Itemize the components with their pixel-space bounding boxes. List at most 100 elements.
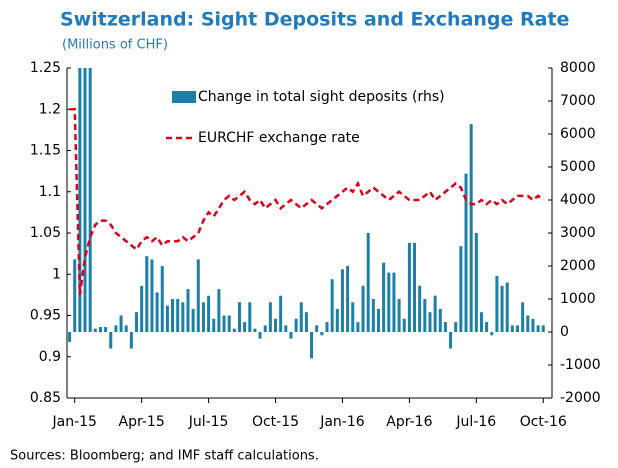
- bar: [129, 332, 133, 349]
- bar: [433, 295, 437, 332]
- bar: [201, 302, 205, 332]
- bar: [330, 279, 334, 332]
- bar: [320, 332, 324, 336]
- bar: [541, 325, 545, 332]
- bar: [135, 312, 139, 332]
- bar: [181, 302, 185, 332]
- bar: [392, 272, 396, 332]
- bar: [351, 302, 355, 332]
- legend-label: Change in total sight deposits (rhs): [198, 89, 445, 105]
- bar: [73, 259, 77, 332]
- chart-title: Switzerland: Sight Deposits and Exchange…: [60, 9, 569, 31]
- bar: [474, 233, 478, 332]
- bar: [315, 325, 319, 332]
- y2-tick-label: 3000: [560, 225, 596, 241]
- bar: [83, 68, 87, 332]
- bar: [299, 302, 303, 332]
- bar: [263, 325, 267, 332]
- bar: [93, 328, 97, 332]
- bar: [104, 327, 108, 332]
- bar: [150, 259, 154, 332]
- x-tick-label: Jul-15: [188, 414, 229, 430]
- y-tick-label: 1.2: [39, 101, 61, 117]
- bar: [516, 325, 520, 332]
- bar: [418, 285, 422, 332]
- bar: [268, 302, 272, 332]
- bar: [304, 312, 308, 332]
- bar: [464, 173, 468, 332]
- bar: [294, 318, 298, 332]
- bar: [371, 299, 375, 332]
- bar: [176, 299, 180, 332]
- bar: [495, 275, 499, 332]
- bar: [274, 318, 278, 332]
- bar: [361, 285, 365, 332]
- bar: [526, 315, 530, 332]
- bar: [279, 295, 283, 332]
- bar: [376, 308, 380, 332]
- y2-tick-label: 8000: [560, 60, 596, 76]
- source-note: Sources: Bloomberg; and IMF staff calcul…: [10, 449, 319, 464]
- bar: [124, 325, 128, 332]
- y2-tick-label: 1000: [560, 291, 596, 307]
- y-tick-label: 1.25: [30, 60, 61, 76]
- x-tick-label: Jul-16: [455, 414, 496, 430]
- bar: [165, 305, 169, 332]
- bar: [217, 289, 221, 332]
- bar: [510, 325, 514, 332]
- x-tick-label: Apr-15: [119, 414, 165, 430]
- bar: [536, 325, 540, 332]
- bar: [109, 332, 113, 349]
- bar: [227, 315, 231, 332]
- bar: [68, 332, 72, 342]
- bar: [207, 295, 211, 332]
- bar: [88, 68, 92, 332]
- bar: [119, 315, 123, 332]
- y-tick-label: 0.85: [30, 390, 61, 406]
- bar: [449, 332, 453, 349]
- chart-subtitle: (Millions of CHF): [62, 38, 168, 53]
- y2-tick-label: 4000: [560, 192, 596, 208]
- x-tick-label: Jan-16: [319, 414, 365, 430]
- bar: [428, 312, 432, 332]
- bar: [505, 282, 509, 332]
- bar: [531, 318, 535, 332]
- legend-label: EURCHF exchange rate: [198, 130, 360, 146]
- bar: [237, 302, 241, 332]
- y-tick-label: 1.1: [39, 184, 61, 200]
- bar: [140, 285, 144, 332]
- bar: [248, 302, 252, 332]
- y2-tick-label: 7000: [560, 93, 596, 109]
- bar: [335, 308, 339, 332]
- bar: [387, 272, 391, 332]
- bar: [490, 332, 494, 336]
- x-tick-label: Jan-15: [51, 414, 96, 430]
- y-tick-label: 1.05: [30, 225, 61, 241]
- bar: [98, 327, 102, 332]
- bar: [222, 315, 226, 332]
- x-tick-label: Oct-16: [520, 414, 567, 430]
- bar: [423, 299, 427, 332]
- y2-tick-label: -2000: [560, 390, 601, 406]
- bar: [356, 322, 360, 332]
- bar: [521, 302, 525, 332]
- bar: [340, 269, 344, 332]
- bar: [145, 256, 149, 332]
- y2-tick-label: -1000: [560, 357, 601, 373]
- bar: [160, 266, 164, 332]
- y-tick-label: 1.15: [30, 143, 61, 159]
- bar: [438, 308, 442, 332]
- bar: [114, 325, 118, 332]
- bar: [402, 318, 406, 332]
- line: [69, 108, 545, 296]
- bar: [243, 322, 247, 332]
- bar: [479, 312, 483, 332]
- bar: [407, 242, 411, 332]
- y-tick-label: 1: [52, 266, 61, 282]
- bar: [310, 332, 314, 359]
- bar: [212, 318, 216, 332]
- bar: [186, 289, 190, 332]
- legend-swatch: [172, 91, 196, 103]
